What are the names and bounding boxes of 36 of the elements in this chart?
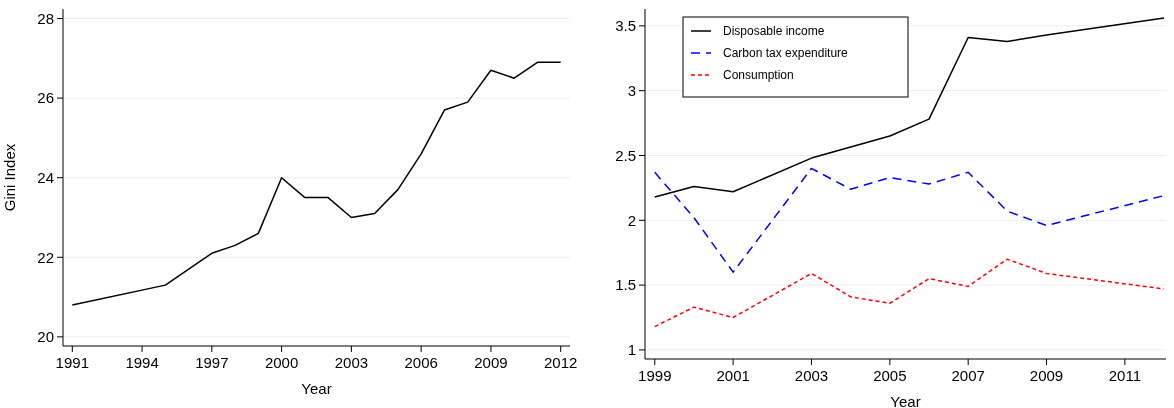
legend-label: Carbon tax expenditure bbox=[723, 46, 849, 60]
line-series bbox=[654, 17, 1165, 198]
x-tick-label: 2003 bbox=[794, 367, 829, 384]
line-series bbox=[654, 167, 1165, 273]
y-axis-title: Gini Index bbox=[1, 143, 18, 212]
x-tick-label: 1994 bbox=[125, 354, 159, 371]
y-tick-label: 1.5 bbox=[615, 276, 636, 294]
x-tick-label: 2003 bbox=[334, 354, 369, 371]
x-tick-label: 2001 bbox=[716, 367, 750, 384]
x-tick-label: 2009 bbox=[474, 354, 508, 371]
x-tick-label: 2011 bbox=[1108, 367, 1141, 384]
x-tick-label: 1999 bbox=[638, 367, 672, 384]
x-tick-label: 1991 bbox=[55, 354, 89, 371]
y-tick-label: 2 bbox=[627, 211, 636, 229]
y-tick-label: 26 bbox=[37, 89, 54, 107]
legend-label: Consumption bbox=[723, 68, 794, 82]
y-tick-label: 3 bbox=[627, 81, 636, 99]
line-series bbox=[654, 258, 1165, 328]
y-tick-label: 24 bbox=[37, 168, 54, 186]
y-tick-label: 22 bbox=[37, 248, 54, 266]
y-tick-label: 3.5 bbox=[615, 17, 636, 35]
x-axis-title: Year bbox=[301, 380, 332, 397]
y-tick-label: 1 bbox=[627, 341, 636, 359]
x-tick-label: 2009 bbox=[1029, 367, 1064, 384]
y-tick-label: 28 bbox=[37, 9, 54, 27]
legend-label: Disposable income bbox=[723, 24, 825, 38]
line-series bbox=[71, 61, 562, 306]
x-tick-label: 2006 bbox=[404, 354, 438, 371]
y-tick-label: 20 bbox=[37, 328, 54, 346]
x-tick-label: 2007 bbox=[951, 367, 985, 384]
x-tick-label: 2005 bbox=[873, 367, 907, 384]
x-tick-label: 2000 bbox=[264, 354, 299, 371]
x-tick-label: 1997 bbox=[195, 354, 229, 371]
x-tick-label: 2012 bbox=[544, 354, 578, 371]
x-axis-title: Year bbox=[890, 393, 921, 408]
y-tick-label: 2.5 bbox=[615, 146, 636, 164]
